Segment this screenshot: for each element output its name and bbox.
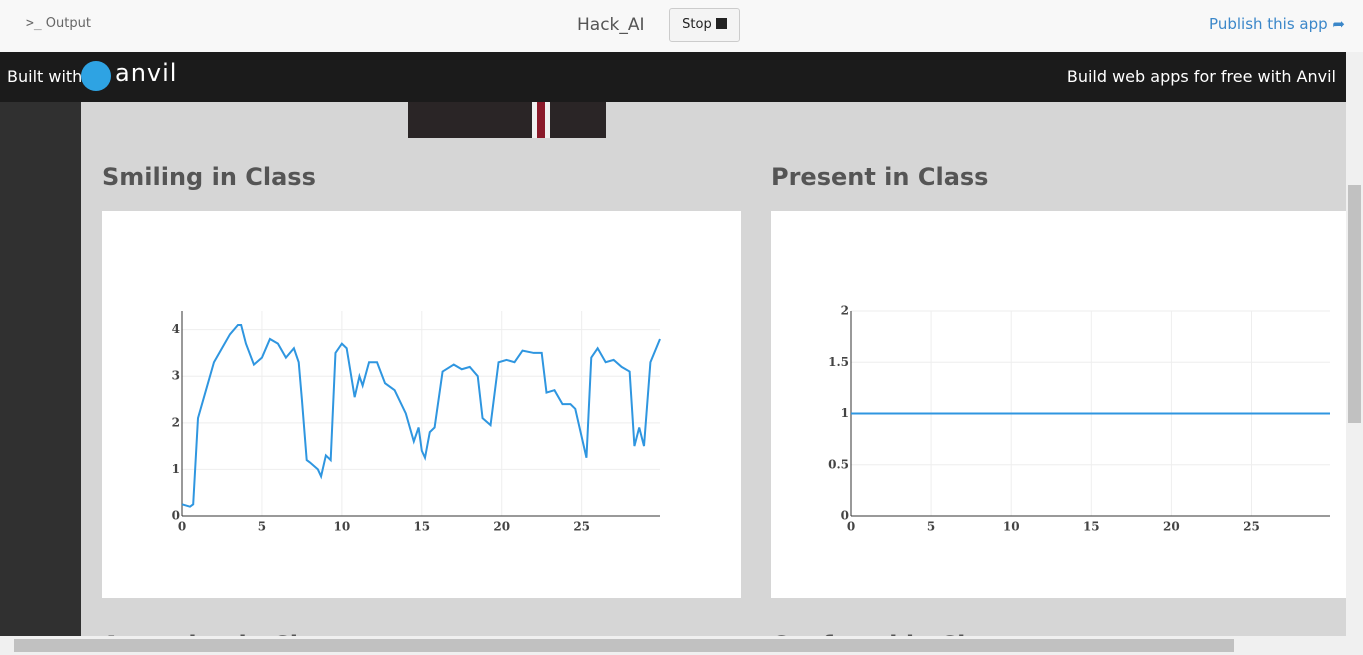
banner-cta[interactable]: Build web apps for free with Anvil: [1066, 67, 1336, 86]
banner: Built with anvil Build web apps for free…: [0, 52, 1363, 102]
built-with: Built with: [7, 67, 83, 86]
section-title: Confused in Class: [771, 631, 1010, 636]
stop-label: Stop: [682, 17, 712, 32]
output-label: Output: [45, 16, 91, 31]
x-tick-label: 10: [334, 520, 351, 534]
x-tick-label: 15: [413, 520, 430, 534]
x-tick-label: 20: [1163, 520, 1180, 534]
horizontal-scrollbar[interactable]: [0, 636, 1363, 655]
x-tick-label: 5: [927, 520, 935, 534]
brand: anvil: [115, 59, 178, 87]
content: Attention in Class Confused in Class Smi…: [102, 102, 1346, 636]
sidebar: [0, 102, 81, 655]
y-tick-label: 4: [172, 322, 180, 336]
x-tick-label: 25: [1243, 520, 1260, 534]
y-tick-label: 2: [172, 415, 180, 429]
y-tick-label: 2: [841, 304, 849, 318]
y-tick-label: 1: [841, 406, 849, 420]
data-line: [181, 323, 661, 508]
profile-tie: [537, 102, 545, 138]
stop-button[interactable]: Stop: [669, 8, 740, 42]
x-tick-label: 25: [573, 520, 590, 534]
toolbar: >_ Output Hack_AI Stop Publish this app …: [0, 0, 1363, 52]
publish-link[interactable]: Publish this app ➦: [1209, 15, 1345, 33]
x-tick-label: 0: [178, 520, 186, 534]
x-tick-label: 0: [847, 520, 855, 534]
chart-title: Smiling in Class: [102, 163, 316, 191]
x-tick-label: 10: [1003, 520, 1020, 534]
output-toggle[interactable]: >_ Output: [26, 16, 91, 31]
y-tick-label: 1.5: [828, 355, 849, 369]
section-title: Attention in Class: [102, 631, 343, 636]
y-tick-label: 1: [172, 462, 180, 476]
y-tick-label: 0: [841, 509, 849, 523]
y-tick-label: 0: [172, 509, 180, 523]
vertical-scrollbar[interactable]: [1346, 52, 1363, 636]
x-tick-label: 5: [258, 520, 266, 534]
chart-title: Present in Class: [771, 163, 988, 191]
app-name: Hack_AI: [577, 15, 645, 35]
x-tick-label: 15: [1083, 520, 1100, 534]
anvil-logo: [81, 61, 111, 91]
profile-image: [408, 102, 606, 138]
y-tick-label: 0.5: [828, 457, 849, 471]
y-tick-label: 3: [172, 369, 180, 383]
publish-label: Publish this app: [1209, 15, 1328, 33]
x-tick-label: 20: [493, 520, 510, 534]
chart-panel: [771, 211, 1346, 598]
